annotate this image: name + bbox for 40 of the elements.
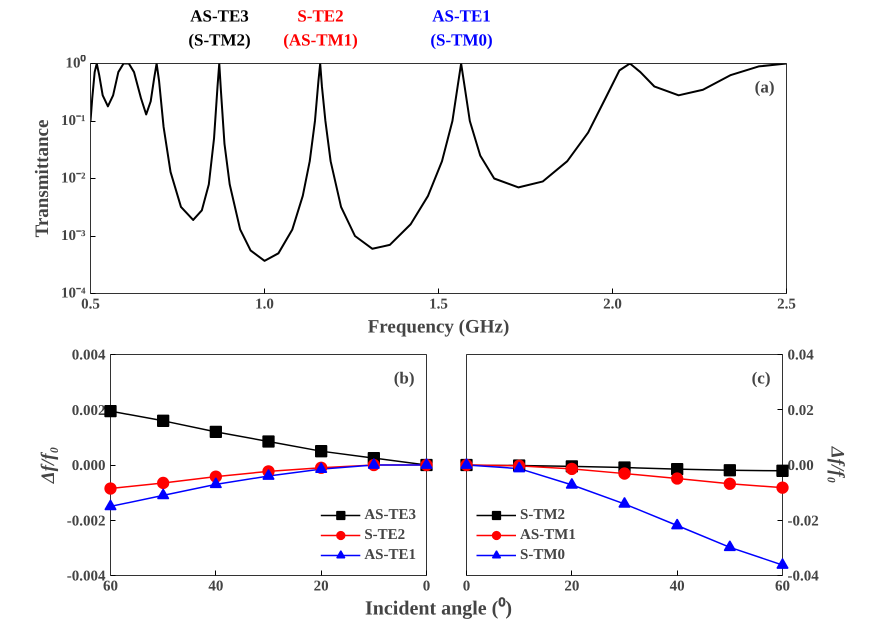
x-tick-label: 40 xyxy=(208,578,224,594)
legend-label: AS-TE1 xyxy=(364,546,416,564)
y-tick-label: 0.004 xyxy=(72,348,106,364)
x-tick-label: 20 xyxy=(564,578,580,594)
y2-tick-label: 0.04 xyxy=(788,348,814,364)
legend-label: AS-TE3 xyxy=(364,506,416,524)
y2-tick-label: 0.00 xyxy=(788,458,814,474)
legend-label: S-TM2 xyxy=(520,506,565,524)
x-tick-label: 60 xyxy=(775,578,790,594)
annotation: (b) xyxy=(394,368,415,388)
y-tick-label: 0.000 xyxy=(72,458,106,474)
annotation: (c) xyxy=(752,368,771,388)
text: AS-TE3 (S-TM2) xyxy=(188,6,251,50)
annotation: (a) xyxy=(754,78,775,96)
y-tick-label: 10⁻¹ xyxy=(61,113,86,129)
x-tick-label: 1.5 xyxy=(429,296,448,312)
x-tick-label: 0 xyxy=(422,578,430,594)
legend-label: S-TE2 xyxy=(364,526,406,544)
y-tick-label: 10⁻³ xyxy=(61,228,86,244)
y-axis-title: Δf/f₀ xyxy=(38,446,59,484)
text: S-TE2 (AS-TM1) xyxy=(283,6,358,50)
x-tick-label: 1.0 xyxy=(255,296,274,312)
y-tick-label: 10⁻² xyxy=(61,170,86,186)
legend-label: S-TM0 xyxy=(520,546,565,564)
y-tick-label: -0.002 xyxy=(66,513,106,530)
y2-tick-label: -0.02 xyxy=(788,513,819,530)
y2-axis-title: Δf/f₀ xyxy=(826,446,848,484)
y2-tick-label: 0.02 xyxy=(788,402,814,419)
x-axis-title: Frequency (GHz) xyxy=(368,316,510,338)
y-tick-label: 0.002 xyxy=(72,402,106,419)
legend-label: AS-TM1 xyxy=(520,526,576,544)
x-tick-label: 20 xyxy=(314,578,329,594)
x-tick-label: 2.0 xyxy=(603,296,622,312)
y-axis-title: Transmittance xyxy=(32,120,54,238)
x-axis-title: Incident angle (⁰) xyxy=(365,596,512,620)
text: AS-TE1 (S-TM0) xyxy=(430,6,493,50)
x-tick-label: 2.5 xyxy=(777,296,796,312)
x-tick-label: 0 xyxy=(462,578,470,594)
x-tick-label: 40 xyxy=(670,578,685,594)
x-tick-label: 0.5 xyxy=(81,296,100,312)
